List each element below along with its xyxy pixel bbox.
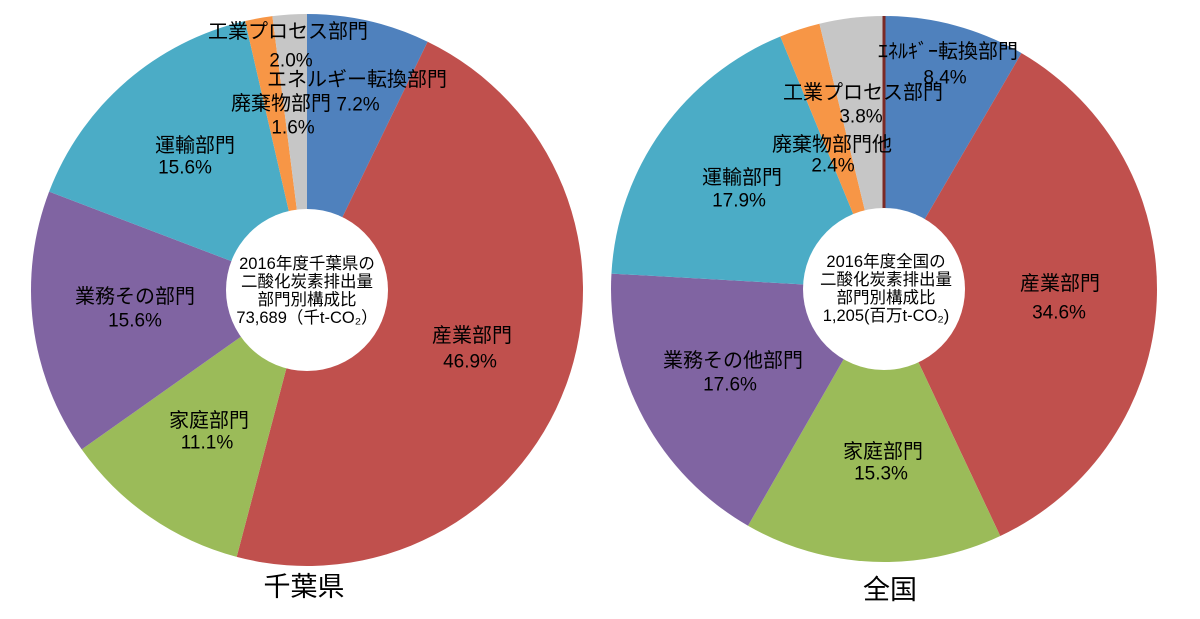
sector-label-industrial-process-national: 工業プロセス部門: [783, 82, 943, 104]
center-line-2: 二酸化炭素排出量: [240, 273, 373, 291]
sector-label-waste-national: 廃棄物部門他: [772, 134, 892, 156]
donut-hole: [803, 208, 965, 370]
donut-center-text-national: 2016年度全国の 二酸化炭素排出量 部門別構成比 1,205(百万t-CO₂): [820, 253, 952, 325]
sector-pct-energy-conversion: 7.2%: [336, 94, 380, 116]
pie-slice: [31, 191, 307, 450]
sector-label-commercial-national: 業務その他部門: [663, 350, 803, 372]
pie-group-1: [611, 15, 1158, 563]
donut-hole: [226, 209, 388, 371]
sector-label-industry-national: 産業部門: [1020, 273, 1100, 295]
sector-label-industrial-process: 工業プロセス部門: [208, 21, 368, 43]
sector-label-transport-national: 運輸部門: [702, 167, 782, 189]
pie-slice: [748, 289, 1001, 563]
center-line-1: 2016年度千葉県の: [239, 255, 375, 273]
center-line-4: 1,205(百万t-CO₂): [822, 307, 950, 325]
sector-pct-industry: 46.9%: [443, 351, 497, 373]
pie-slice: [49, 21, 307, 291]
sector-pct-waste: 1.6%: [271, 117, 315, 139]
center-line-3: 部門別構成比: [836, 289, 936, 307]
sector-label-industry: 産業部門: [432, 325, 512, 347]
pie-group-0: [31, 14, 584, 566]
center-line-1: 2016年度全国の: [826, 253, 946, 271]
sector-label-residential-national: 家庭部門: [843, 441, 923, 463]
chart-caption-chiba: 千葉県: [263, 572, 345, 602]
sector-label-commercial: 業務その部門: [75, 286, 195, 308]
sector-pct-energy-conversion-national: 8.4%: [923, 67, 967, 89]
sector-pct-commercial-national: 17.6%: [703, 374, 757, 396]
pie-slice: [236, 41, 584, 566]
donut-center-text-chiba: 2016年度千葉県の 二酸化炭素排出量 部門別構成比 73,689（千t-CO₂…: [236, 255, 377, 327]
center-line-3: 部門別構成比: [257, 291, 357, 309]
sector-pct-commercial: 15.6%: [108, 310, 162, 332]
sector-pct-transport: 15.6%: [158, 157, 212, 179]
sector-pct-industrial-process-national: 3.8%: [839, 106, 883, 128]
sector-pct-transport-national: 17.9%: [712, 190, 766, 212]
pie-slice: [81, 290, 307, 557]
sector-pct-industry-national: 34.6%: [1032, 302, 1086, 324]
sector-pct-industrial-process: 2.0%: [269, 50, 313, 72]
center-line-2: 二酸化炭素排出量: [820, 271, 952, 289]
center-line-4: 73,689（千t-CO₂）: [236, 309, 378, 327]
sector-label-transport: 運輸部門: [155, 135, 235, 157]
sector-pct-residential: 11.1%: [180, 432, 234, 454]
sector-label-energy-conversion-national: ｴﾈﾙｷﾞｰ転換部門: [878, 41, 1018, 63]
sector-pct-waste-national: 2.4%: [811, 155, 855, 177]
sector-label-waste: 廃棄物部門: [231, 93, 331, 115]
sector-label-residential: 家庭部門: [169, 410, 249, 432]
sector-label-energy-conversion: エネルギー転換部門: [267, 69, 447, 91]
pie-slice: [884, 53, 1158, 537]
pie-slice: [611, 36, 884, 290]
chart-caption-national: 全国: [863, 575, 917, 605]
pie-slice: [611, 273, 884, 526]
sector-pct-residential-national: 15.3%: [854, 463, 908, 485]
